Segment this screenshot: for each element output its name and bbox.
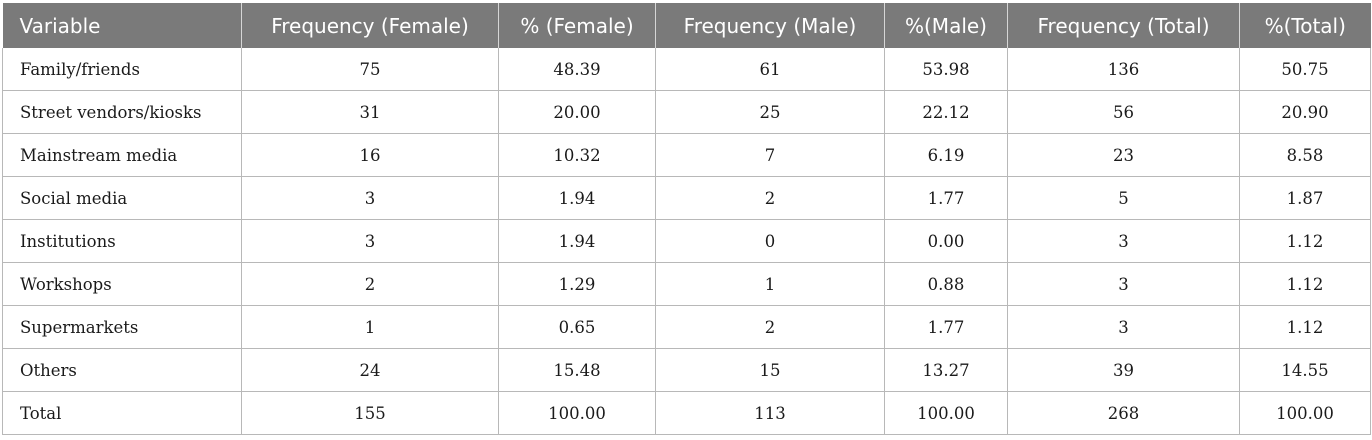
- percent-female-cell: 1.94: [498, 219, 656, 263]
- frequency-male-cell: 1: [655, 262, 885, 306]
- frequency-female-cell: 2: [241, 262, 499, 306]
- table-row: Social media 3 1.94 2 1.77 5 1.87: [2, 176, 1371, 220]
- frequency-male-cell: 113: [655, 391, 885, 435]
- percent-total-cell: 1.12: [1239, 305, 1371, 349]
- percent-female-cell: 20.00: [498, 90, 656, 134]
- variable-cell: Family/friends: [2, 48, 242, 91]
- percent-total-cell: 1.87: [1239, 176, 1371, 220]
- table-row: Supermarkets 1 0.65 2 1.77 3 1.12: [2, 305, 1371, 349]
- frequency-male-cell: 2: [655, 305, 885, 349]
- column-header-percent-total: %(Total): [1239, 3, 1371, 48]
- percent-male-cell: 22.12: [884, 90, 1008, 134]
- table-row: Mainstream media 16 10.32 7 6.19 23 8.58: [2, 133, 1371, 177]
- percent-female-cell: 10.32: [498, 133, 656, 177]
- frequency-female-cell: 3: [241, 219, 499, 263]
- column-header-frequency-total: Frequency (Total): [1007, 3, 1240, 48]
- variable-cell: Others: [2, 348, 242, 392]
- frequency-total-cell: 136: [1007, 48, 1240, 91]
- table-row: Total 155 100.00 113 100.00 268 100.00: [2, 391, 1371, 435]
- percent-total-cell: 100.00: [1239, 391, 1371, 435]
- frequency-female-cell: 24: [241, 348, 499, 392]
- table-row: Street vendors/kiosks 31 20.00 25 22.12 56 20.…: [2, 90, 1371, 134]
- table-row: Others 24 15.48 15 13.27 39 14.55: [2, 348, 1371, 392]
- frequency-male-cell: 7: [655, 133, 885, 177]
- percent-female-cell: 48.39: [498, 48, 656, 91]
- percent-female-cell: 15.48: [498, 348, 656, 392]
- header-row: Variable Frequency (Female) % (Female) F…: [2, 3, 1371, 48]
- frequency-female-cell: 31: [241, 90, 499, 134]
- frequency-total-cell: 3: [1007, 219, 1240, 263]
- frequency-female-cell: 75: [241, 48, 499, 91]
- frequency-total-cell: 3: [1007, 305, 1240, 349]
- variable-cell: Institutions: [2, 219, 242, 263]
- frequency-total-cell: 39: [1007, 348, 1240, 392]
- percent-male-cell: 13.27: [884, 348, 1008, 392]
- frequency-male-cell: 25: [655, 90, 885, 134]
- column-header-percent-male: %(Male): [884, 3, 1008, 48]
- percent-total-cell: 50.75: [1239, 48, 1371, 91]
- frequency-female-cell: 155: [241, 391, 499, 435]
- frequency-male-cell: 61: [655, 48, 885, 91]
- table-row: Family/friends 75 48.39 61 53.98 136 50.75: [2, 48, 1371, 91]
- variable-cell: Street vendors/kiosks: [2, 90, 242, 134]
- percent-male-cell: 0.00: [884, 219, 1008, 263]
- frequency-total-cell: 23: [1007, 133, 1240, 177]
- frequency-total-cell: 268: [1007, 391, 1240, 435]
- variable-cell: Mainstream media: [2, 133, 242, 177]
- table-row: Workshops 2 1.29 1 0.88 3 1.12: [2, 262, 1371, 306]
- percent-male-cell: 1.77: [884, 176, 1008, 220]
- percent-male-cell: 1.77: [884, 305, 1008, 349]
- percent-total-cell: 14.55: [1239, 348, 1371, 392]
- percent-male-cell: 100.00: [884, 391, 1008, 435]
- percent-male-cell: 6.19: [884, 133, 1008, 177]
- variable-cell: Supermarkets: [2, 305, 242, 349]
- data-table: Variable Frequency (Female) % (Female) F…: [2, 3, 1371, 435]
- percent-female-cell: 0.65: [498, 305, 656, 349]
- column-header-frequency-female: Frequency (Female): [241, 3, 499, 48]
- variable-cell: Social media: [2, 176, 242, 220]
- frequency-total-cell: 5: [1007, 176, 1240, 220]
- percent-female-cell: 100.00: [498, 391, 656, 435]
- column-header-variable: Variable: [2, 3, 242, 48]
- frequency-female-cell: 1: [241, 305, 499, 349]
- column-header-frequency-male: Frequency (Male): [655, 3, 885, 48]
- frequency-total-cell: 3: [1007, 262, 1240, 306]
- percent-total-cell: 1.12: [1239, 262, 1371, 306]
- frequency-total-cell: 56: [1007, 90, 1240, 134]
- table-row: Institutions 3 1.94 0 0.00 3 1.12: [2, 219, 1371, 263]
- variable-cell: Workshops: [2, 262, 242, 306]
- column-header-percent-female: % (Female): [498, 3, 656, 48]
- percent-total-cell: 1.12: [1239, 219, 1371, 263]
- frequency-male-cell: 2: [655, 176, 885, 220]
- percent-total-cell: 8.58: [1239, 133, 1371, 177]
- frequency-female-cell: 16: [241, 133, 499, 177]
- percent-female-cell: 1.94: [498, 176, 656, 220]
- variable-cell: Total: [2, 391, 242, 435]
- percent-male-cell: 53.98: [884, 48, 1008, 91]
- frequency-male-cell: 0: [655, 219, 885, 263]
- percent-total-cell: 20.90: [1239, 90, 1371, 134]
- percent-female-cell: 1.29: [498, 262, 656, 306]
- table-body: Family/friends 75 48.39 61 53.98 136 50.75 Stre…: [2, 48, 1371, 435]
- frequency-male-cell: 15: [655, 348, 885, 392]
- percent-male-cell: 0.88: [884, 262, 1008, 306]
- frequency-female-cell: 3: [241, 176, 499, 220]
